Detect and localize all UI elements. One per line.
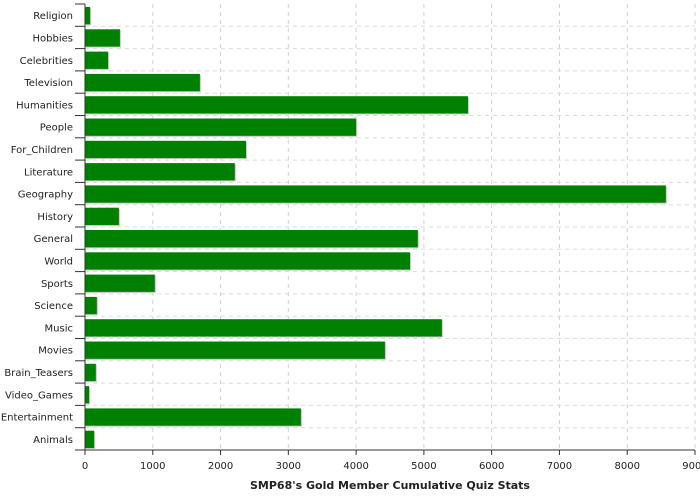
y-tick-label: Geography: [18, 190, 73, 201]
bar-brain-teasers: [85, 363, 96, 382]
x-tick-label: 0: [82, 461, 88, 472]
bar-sports: [85, 274, 155, 292]
axes: 0 1000 2000 3000 4000 5000 6000 7000 8000 9000 Rel…: [1, 3, 700, 472]
x-tick-label: 5000: [411, 461, 436, 472]
bar-general: [85, 230, 418, 248]
bar-science: [85, 296, 97, 315]
bar-religion: [85, 7, 91, 25]
x-tick-label: 4000: [343, 461, 368, 472]
bar-celebrities: [85, 51, 109, 69]
x-tick-label: 1000: [140, 461, 165, 472]
x-tick-label: 8000: [614, 461, 639, 472]
bar-literature: [85, 163, 235, 181]
bar-television: [85, 73, 200, 92]
y-tick-label: Music: [45, 323, 73, 334]
y-tick-label: Movies: [38, 346, 73, 357]
x-tick-label: 9000: [682, 461, 700, 472]
y-tick-label: Video_Games: [5, 390, 73, 401]
y-tick-label: Science: [34, 301, 73, 312]
bar-world: [85, 252, 410, 270]
bar-history: [85, 207, 119, 225]
y-tick-label: Hobbies: [33, 33, 73, 44]
bar-music: [85, 319, 442, 337]
y-tick-label: General: [34, 234, 73, 245]
y-tick-label: People: [40, 123, 73, 134]
bar-animals: [85, 430, 95, 448]
bar-entertainment: [85, 408, 301, 426]
grid: [85, 4, 696, 450]
y-tick-label: Television: [23, 78, 73, 89]
bars: [85, 7, 667, 449]
bar-hobbies: [85, 29, 120, 47]
y-tick-label: Literature: [24, 167, 73, 178]
x-tick-label: 6000: [479, 461, 504, 472]
x-tick-label: 7000: [547, 461, 572, 472]
y-tick-label: Celebrities: [20, 56, 73, 67]
y-tick-label: Sports: [41, 279, 73, 290]
bar-humanities: [85, 96, 468, 114]
bar-video-games: [85, 386, 90, 404]
y-tick-label: Animals: [33, 435, 73, 446]
y-tick-label: Religion: [33, 11, 73, 22]
x-tick-label: 2000: [208, 461, 233, 472]
y-tick-label: Entertainment: [1, 413, 73, 424]
x-axis-label: SMP68's Gold Member Cumulative Quiz Stat…: [250, 479, 530, 492]
y-tick-label: Humanities: [16, 100, 73, 111]
bar-people: [85, 118, 357, 136]
bar-movies: [85, 341, 385, 359]
y-tick-label: For_Children: [11, 145, 73, 156]
y-tick-label: History: [37, 212, 73, 223]
y-tick-label: World: [44, 256, 73, 267]
y-tick-label: Brain_Teasers: [4, 368, 73, 379]
bar-geography: [85, 185, 666, 203]
bar-for-children: [85, 140, 246, 159]
x-tick-label: 3000: [276, 461, 301, 472]
